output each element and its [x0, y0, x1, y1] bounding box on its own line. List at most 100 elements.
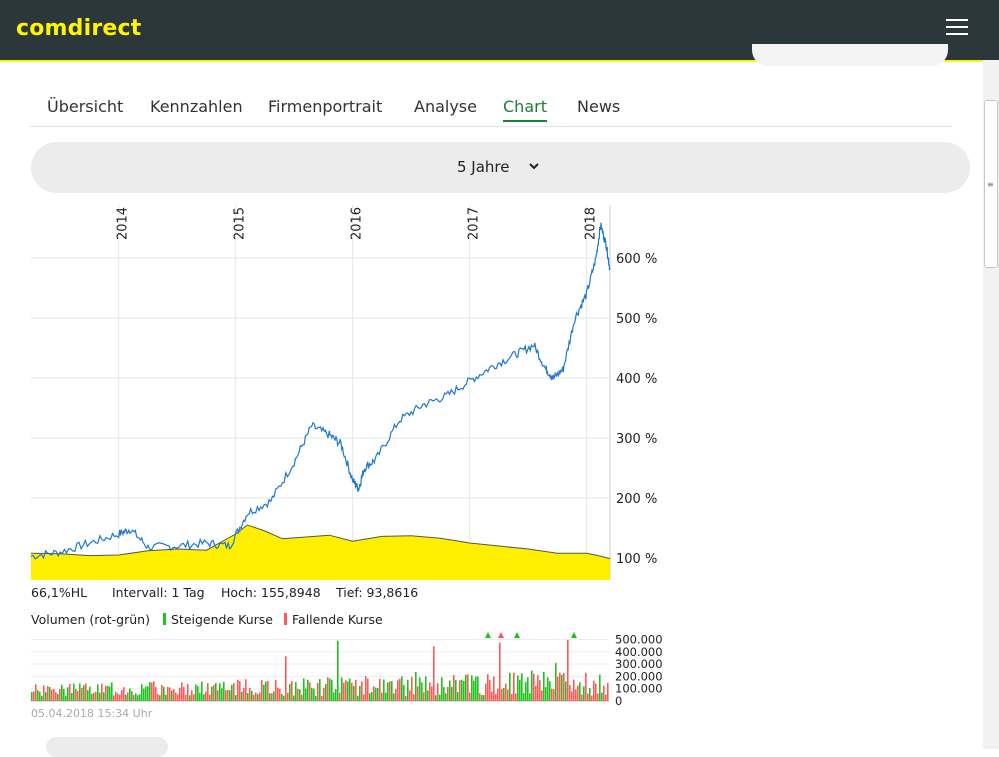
legend-falling-swatch: [284, 613, 287, 625]
volume-bar: [291, 681, 293, 701]
volume-bar: [223, 681, 225, 701]
volume-bar: [531, 670, 533, 701]
volume-bar: [241, 691, 243, 701]
volume-bar: [563, 672, 565, 701]
volume-bar: [243, 687, 245, 701]
x-tick-label: 2016: [350, 207, 365, 240]
volume-bar: [357, 695, 359, 701]
volume-bar: [599, 674, 601, 701]
volume-bar: [313, 688, 315, 701]
volume-bar: [471, 675, 473, 701]
volume-bar: [553, 689, 555, 701]
hamburger-icon[interactable]: [946, 19, 968, 39]
price-chart[interactable]: 600 % 500 % 400 % 300 % 200 % 100 % 2014 2015 20…: [0, 195, 700, 595]
volume-bar: [265, 681, 267, 701]
volume-bar: [499, 642, 501, 701]
volume-bar: [167, 686, 169, 701]
tab-chart[interactable]: Chart: [503, 97, 547, 122]
volume-y-label: 200.000: [615, 669, 663, 683]
volume-bar: [63, 688, 65, 701]
volume-bar: [485, 683, 487, 701]
volume-bar: [235, 695, 237, 701]
volume-bar: [439, 694, 441, 701]
volume-bar: [105, 685, 107, 701]
tab-kennzahlen[interactable]: Kennzahlen: [150, 97, 243, 116]
volume-bar: [83, 685, 85, 701]
volume-bar: [143, 688, 145, 701]
bottom-button[interactable]: [46, 737, 168, 757]
volume-bar: [221, 688, 223, 701]
volume-bar: [347, 681, 349, 701]
tab-uebersicht[interactable]: Übersicht: [47, 97, 124, 116]
benchmark-area: [31, 525, 610, 580]
tab-news[interactable]: News: [577, 97, 621, 116]
volume-bar: [405, 696, 407, 701]
volume-bar: [519, 679, 521, 701]
volume-bar: [479, 693, 481, 701]
comdirect-logo[interactable]: comdirect: [16, 16, 142, 41]
volume-bar: [107, 685, 109, 701]
volume-bar: [423, 692, 425, 701]
volume-bar: [175, 692, 177, 701]
header-search-pill[interactable]: [752, 44, 948, 66]
volume-bar: [47, 686, 49, 701]
volume-y-label: 500.000: [615, 632, 663, 646]
volume-bar: [515, 693, 517, 701]
top-bar: comdirect: [0, 0, 999, 60]
volume-bar: [441, 677, 443, 701]
scrollbar-thumb[interactable]: [984, 100, 998, 268]
volume-bar: [535, 685, 537, 701]
volume-bar: [601, 692, 603, 701]
volume-bar: [247, 693, 249, 701]
volume-bar: [345, 680, 347, 701]
volume-bar: [147, 686, 149, 701]
volume-bar: [277, 687, 279, 701]
volume-bar: [287, 692, 289, 701]
y-tick-label: 200 %: [616, 492, 657, 507]
volume-bar: [111, 682, 113, 701]
volume-bar: [215, 683, 217, 701]
volume-bar: [209, 694, 211, 701]
volume-bar: [65, 695, 67, 701]
volume-bar: [289, 683, 291, 701]
volume-bar: [349, 678, 351, 701]
y-tick-label: 300 %: [616, 432, 657, 447]
volume-bar: [197, 686, 199, 701]
volume-bar: [35, 684, 37, 701]
volume-bar: [549, 681, 551, 701]
tab-firmenportrait[interactable]: Firmenportrait: [268, 97, 383, 116]
volume-bar: [567, 639, 569, 701]
volume-bar: [335, 689, 337, 701]
volume-bar: [397, 680, 399, 701]
volume-bar: [211, 686, 213, 701]
volume-bar: [415, 671, 417, 701]
volume-bar: [171, 690, 173, 701]
volume-bar: [239, 681, 241, 701]
volume-title: Volumen (rot-grün): [31, 612, 150, 627]
volume-y-label: 0: [615, 694, 622, 708]
volume-bar: [443, 687, 445, 701]
volume-bar: [31, 692, 33, 701]
volume-bar: [341, 677, 343, 701]
volume-bar: [603, 685, 605, 701]
volume-bar: [165, 694, 167, 701]
tab-analyse[interactable]: Analyse: [414, 97, 477, 116]
volume-bar: [395, 689, 397, 701]
volume-bar: [385, 692, 387, 701]
volume-bar: [481, 695, 483, 701]
volume-bar: [433, 646, 435, 701]
volume-bar: [299, 689, 301, 701]
volume-bar: [447, 686, 449, 701]
volume-bar: [207, 683, 209, 701]
period-selector[interactable]: 5 Jahre: [31, 142, 970, 193]
x-tick-label: 2015: [233, 207, 248, 240]
volume-bar: [371, 691, 373, 701]
volume-bar: [139, 694, 141, 701]
volume-bar: [39, 691, 41, 701]
volume-bar: [245, 679, 247, 701]
volume-bar: [249, 687, 251, 701]
volume-bar: [407, 679, 409, 701]
volume-bar: [323, 687, 325, 701]
volume-bar: [427, 690, 429, 701]
